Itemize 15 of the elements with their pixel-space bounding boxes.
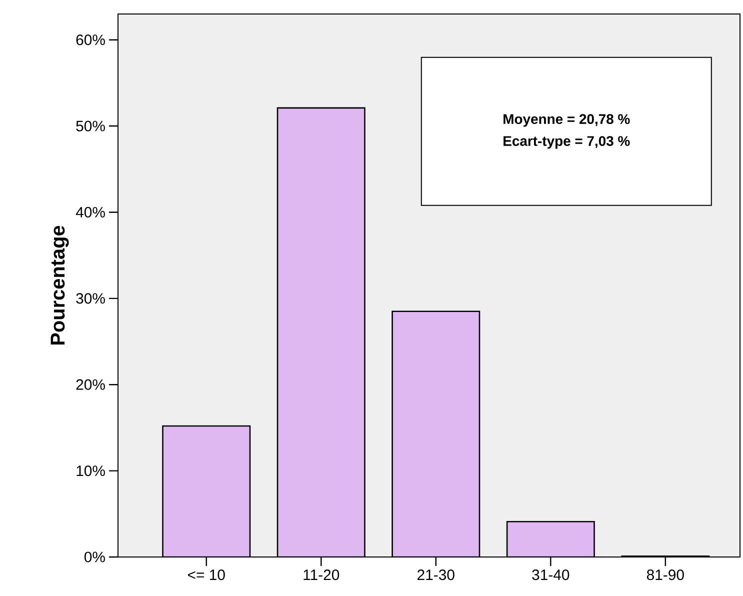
x-tick-label: 21-30 (418, 570, 454, 580)
x-tick-label: 11-20 (304, 570, 340, 580)
y-tick-label: 50% (76, 120, 105, 132)
y-tick-label: 0% (84, 552, 105, 562)
y-tick-label: 30% (76, 293, 105, 304)
y-tick-label: 20% (76, 379, 105, 390)
y-tick-label: 10% (76, 466, 105, 476)
x-tick-label: 81-90 (646, 570, 684, 580)
x-tick-label: 31-40 (532, 570, 570, 580)
annotation: Ecart-type = 7,03 % (504, 136, 630, 149)
x-tick-label: <= 10 (188, 570, 225, 580)
annotation: Moyenne = 20,78 % (504, 114, 630, 127)
y-tick-label: 60% (76, 34, 105, 46)
y-axis-title: Pourcentage (50, 226, 69, 345)
y-tick-label: 40% (76, 206, 105, 218)
